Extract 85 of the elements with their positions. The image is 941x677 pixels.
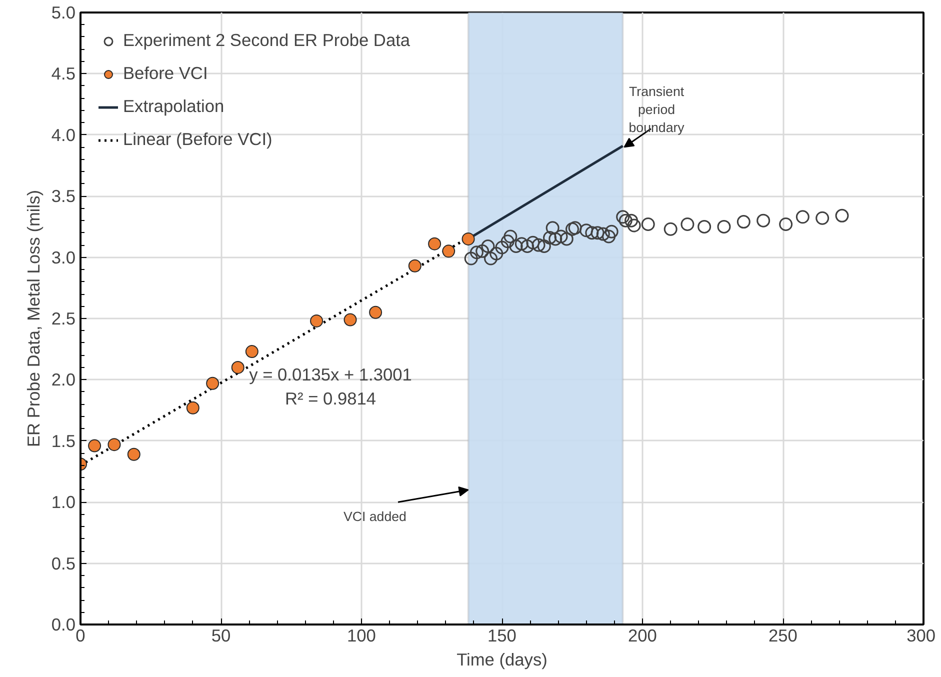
point bbox=[590, 226, 604, 240]
x-tick-label: 150 bbox=[488, 626, 516, 646]
point bbox=[206, 376, 220, 390]
point bbox=[546, 221, 560, 235]
point bbox=[464, 252, 478, 266]
annotation: R² = 0.9814 bbox=[284, 388, 376, 408]
point bbox=[796, 210, 810, 224]
annotation: VCI added bbox=[343, 509, 406, 524]
point bbox=[641, 218, 655, 231]
point bbox=[88, 439, 102, 452]
point bbox=[756, 214, 770, 228]
point bbox=[816, 211, 830, 225]
x-tick-label: 100 bbox=[347, 626, 376, 646]
point bbox=[580, 224, 594, 238]
point bbox=[736, 215, 750, 229]
point bbox=[231, 360, 244, 374]
point bbox=[108, 438, 121, 452]
point bbox=[504, 230, 518, 244]
y-tick-label: 4.0 bbox=[51, 124, 76, 145]
point bbox=[484, 252, 498, 266]
point bbox=[481, 240, 495, 254]
point bbox=[509, 240, 523, 254]
x-tick-label: 50 bbox=[211, 626, 231, 646]
legend-label: Experiment 2 Second ER Probe Data bbox=[123, 30, 410, 51]
point bbox=[604, 224, 618, 238]
point bbox=[490, 246, 504, 260]
point bbox=[526, 236, 540, 250]
y-tick-label: 5.0 bbox=[51, 2, 76, 22]
point bbox=[568, 221, 582, 235]
point bbox=[428, 237, 442, 250]
legend-label: Linear (Before VCI) bbox=[123, 129, 272, 150]
point bbox=[566, 222, 579, 236]
point bbox=[245, 345, 258, 358]
legend-label: Before VCI bbox=[123, 63, 208, 84]
point bbox=[543, 230, 557, 244]
y-tick-label: 0.5 bbox=[51, 553, 76, 574]
y-tick-label: 0.0 bbox=[51, 614, 76, 634]
point bbox=[548, 232, 562, 246]
x-tick-label: 200 bbox=[628, 626, 657, 646]
point bbox=[495, 240, 509, 254]
point bbox=[680, 218, 694, 231]
point bbox=[442, 244, 456, 258]
point bbox=[602, 230, 616, 244]
point bbox=[520, 240, 534, 254]
point bbox=[664, 222, 678, 236]
point bbox=[616, 210, 630, 224]
annotation: Transient period boundary bbox=[628, 84, 685, 135]
point bbox=[618, 214, 632, 228]
point bbox=[470, 246, 484, 260]
point bbox=[835, 208, 849, 222]
x-tick-label: 250 bbox=[768, 626, 798, 646]
x-axis-title: Time (days) bbox=[456, 650, 548, 670]
y-axis-title: ER Probe Data, Metal Loss (mils) bbox=[23, 190, 44, 448]
point bbox=[596, 227, 610, 241]
point bbox=[537, 240, 551, 254]
point bbox=[717, 220, 731, 234]
point bbox=[560, 232, 574, 246]
point bbox=[624, 214, 638, 228]
point bbox=[310, 314, 324, 328]
y-tick-label: 4.5 bbox=[51, 64, 76, 84]
x-tick-label: 0 bbox=[76, 626, 86, 646]
y-tick-label: 1.5 bbox=[51, 430, 76, 451]
point bbox=[554, 230, 568, 244]
point bbox=[698, 220, 712, 234]
y-tick-label: 1.0 bbox=[51, 492, 76, 512]
point bbox=[500, 234, 514, 248]
y-tick-label: 3.0 bbox=[51, 247, 76, 268]
x-tick-label: 300 bbox=[906, 626, 936, 646]
annotation: y = 0.0135x + 1.3001 bbox=[249, 364, 412, 384]
legend-label: Extrapolation bbox=[123, 96, 224, 117]
point bbox=[408, 259, 422, 272]
point bbox=[585, 226, 599, 240]
y-tick-label: 2.5 bbox=[51, 308, 76, 328]
point bbox=[344, 313, 357, 326]
point bbox=[369, 306, 382, 319]
point bbox=[514, 237, 528, 251]
point bbox=[462, 232, 475, 246]
point bbox=[532, 238, 546, 252]
point bbox=[186, 401, 200, 414]
point bbox=[127, 448, 140, 461]
point bbox=[779, 218, 793, 231]
y-tick-label: 2.0 bbox=[51, 370, 76, 390]
point bbox=[476, 244, 490, 258]
point bbox=[627, 218, 641, 232]
y-tick-label: 3.5 bbox=[51, 186, 76, 206]
